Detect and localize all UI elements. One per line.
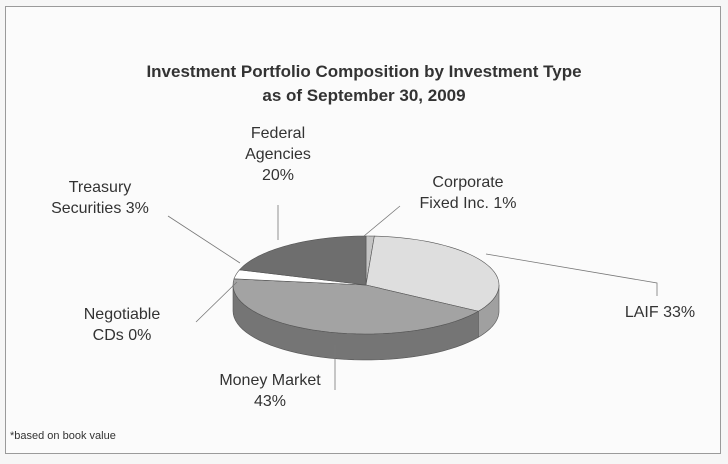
leader-line [363,205,401,237]
slice-value: 20% [261,167,295,184]
slice-name: Treasury Securities [51,179,132,217]
slice-value: 33% [663,304,696,321]
pie-slice [232,278,480,335]
leader-line [195,281,238,323]
slice-name: Negotiable CDs [83,306,161,344]
leader-line [167,215,241,264]
footnote: *based on book value [10,430,116,442]
chart-frame [5,6,721,454]
chart-title: Investment Portfolio Composition by Inve… [146,62,582,81]
slice-label: LAIF 33% [600,302,720,323]
pie-slice [238,235,367,286]
chart-subtitle: as of September 30, 2009 [262,86,466,105]
slice-label: Treasury Securities 3% [40,177,160,219]
slice-label: Negotiable CDs 0% [72,304,172,346]
slice-value: 3% [125,200,149,217]
slice-name: LAIF [624,304,659,321]
slice-value: 0% [128,327,152,344]
slice-label: Corporate Fixed Inc. 1% [413,172,523,214]
slice-label: Federal Agencies 20% [233,123,323,186]
slice-name: Money Market [219,372,321,389]
slice-value: 43% [253,393,287,410]
slice-label: Money Market 43% [210,370,330,412]
slice-name: Corporate Fixed Inc. [419,174,504,212]
slice-value: 1% [493,195,517,212]
leader-line [485,253,658,296]
slice-name: Federal Agencies [245,125,311,163]
